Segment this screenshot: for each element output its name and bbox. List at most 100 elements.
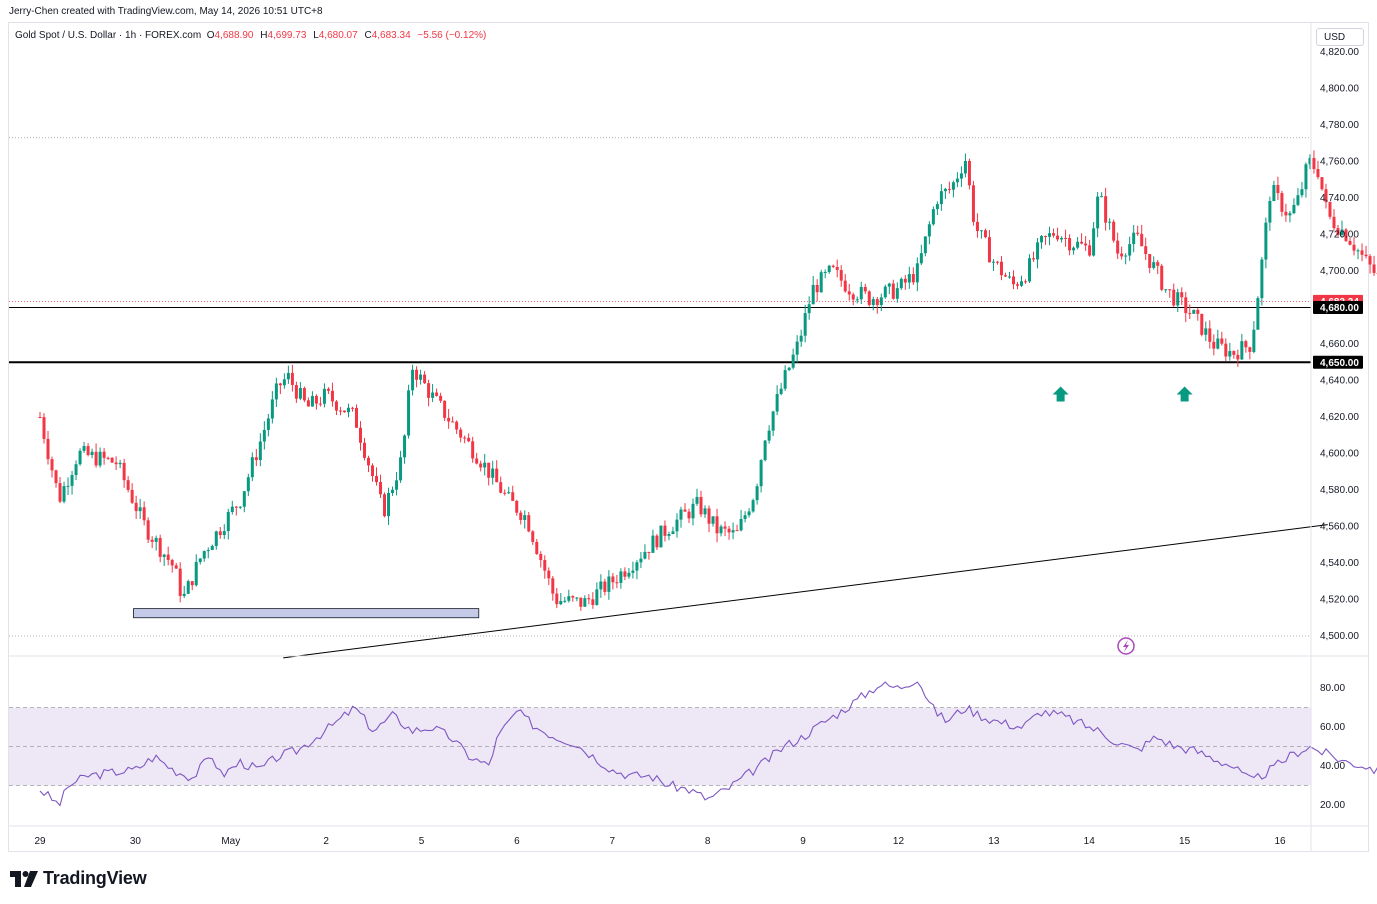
candle-body	[1184, 297, 1188, 314]
candle-body	[54, 470, 58, 484]
candle-body	[691, 503, 695, 519]
candle-body	[895, 288, 899, 299]
candle-body	[407, 390, 411, 436]
candle-body	[1224, 343, 1228, 357]
candle-body	[887, 283, 891, 287]
candle-body	[443, 400, 447, 418]
legend-change: −5.56 (−0.12%)	[417, 30, 487, 41]
candle-body	[503, 492, 507, 494]
candle-body	[122, 462, 126, 481]
legend-high-value: 4,699.73	[267, 30, 307, 41]
candle-body	[663, 525, 667, 536]
price-tick-label: 4,820.00	[1320, 47, 1359, 58]
horizontal-levels	[9, 137, 1311, 637]
candle-body	[218, 531, 222, 536]
candle-body	[851, 294, 855, 300]
candle-body	[447, 417, 451, 422]
candle-body	[1336, 228, 1340, 235]
price-tick-label: 4,760.00	[1320, 157, 1359, 168]
candle-body	[791, 354, 795, 368]
candle-body	[463, 437, 467, 439]
candle-body	[310, 395, 314, 407]
candle-body	[102, 451, 106, 458]
candle-body	[1204, 328, 1208, 335]
candle-body	[1312, 157, 1316, 170]
candle-body	[695, 496, 699, 504]
candle-body	[74, 464, 78, 476]
candle-body	[222, 531, 226, 536]
candle-body	[126, 480, 130, 490]
currency-button[interactable]: USD	[1316, 28, 1364, 46]
chart-frame	[8, 22, 1369, 852]
candle-body	[274, 383, 278, 400]
candle-body	[322, 388, 326, 404]
candle-body	[1292, 204, 1296, 214]
lightning-icon[interactable]	[1117, 637, 1135, 655]
candle-body	[391, 489, 395, 494]
level-badge-label: 4,650.00	[1320, 358, 1359, 369]
support-zone	[133, 608, 480, 619]
candle-body	[931, 209, 935, 225]
candle-body	[46, 438, 50, 460]
candle-body	[615, 582, 619, 584]
legend-close-label: C	[364, 30, 372, 41]
candle-body	[146, 520, 150, 540]
candle-body	[50, 459, 54, 471]
candle-body	[350, 407, 354, 409]
candle-body	[330, 390, 334, 402]
candle-body	[747, 511, 751, 516]
candle-body	[1268, 201, 1272, 223]
candle-body	[1140, 233, 1144, 247]
candle-body	[967, 160, 971, 186]
candle-body	[651, 535, 655, 553]
candle-body	[1052, 233, 1056, 236]
candle-body	[198, 558, 202, 562]
candle-body	[915, 263, 919, 283]
candle-body	[94, 451, 98, 466]
candle-body	[859, 286, 863, 300]
candle-body	[166, 554, 170, 560]
candle-body	[675, 519, 679, 532]
candle-body	[955, 178, 959, 183]
candle-body	[947, 188, 951, 190]
candle-body	[1156, 262, 1160, 266]
candle-body	[1196, 309, 1200, 314]
chart-credit: Jerry-Chen created with TradingView.com,…	[9, 6, 323, 17]
legend-low-label: L	[313, 30, 319, 41]
price-tick-label: 4,500.00	[1320, 631, 1359, 642]
candle-body	[775, 393, 779, 412]
drawing-annotations	[133, 386, 1328, 659]
candle-body	[1084, 243, 1088, 246]
candle-body	[543, 560, 547, 571]
candle-body	[819, 272, 823, 293]
candle-body	[1372, 264, 1376, 273]
candle-body	[611, 576, 615, 583]
candle-body	[202, 551, 206, 559]
candle-body	[815, 284, 819, 293]
candle-body	[711, 516, 715, 524]
candle-body	[899, 278, 903, 289]
candle-body	[1356, 250, 1360, 252]
candle-body	[270, 399, 274, 419]
candle-body	[795, 341, 799, 355]
legend-high-label: H	[260, 30, 268, 41]
candle-body	[983, 230, 987, 238]
candle-body	[715, 516, 719, 534]
candle-body	[214, 531, 218, 546]
candle-body	[1092, 228, 1096, 256]
candle-body	[86, 446, 90, 456]
candle-body	[1036, 242, 1040, 260]
candle-body	[1208, 328, 1212, 342]
candle-body	[1007, 276, 1011, 278]
candle-body	[1056, 235, 1060, 240]
candle-body	[403, 435, 407, 458]
candle-body	[1256, 298, 1260, 330]
axes: 4,820.00 4,800.00 4,780.00 4,760.00 4,740.00…	[9, 22, 1369, 852]
tradingview-logo[interactable]: TradingView	[10, 868, 147, 889]
candle-body	[58, 483, 62, 502]
time-tick-label: 9	[800, 836, 806, 847]
legend-symbol[interactable]: Gold Spot / U.S. Dollar · 1h · FOREX.com	[15, 30, 202, 41]
candle-body	[1244, 341, 1248, 348]
candle-body	[1016, 284, 1020, 286]
